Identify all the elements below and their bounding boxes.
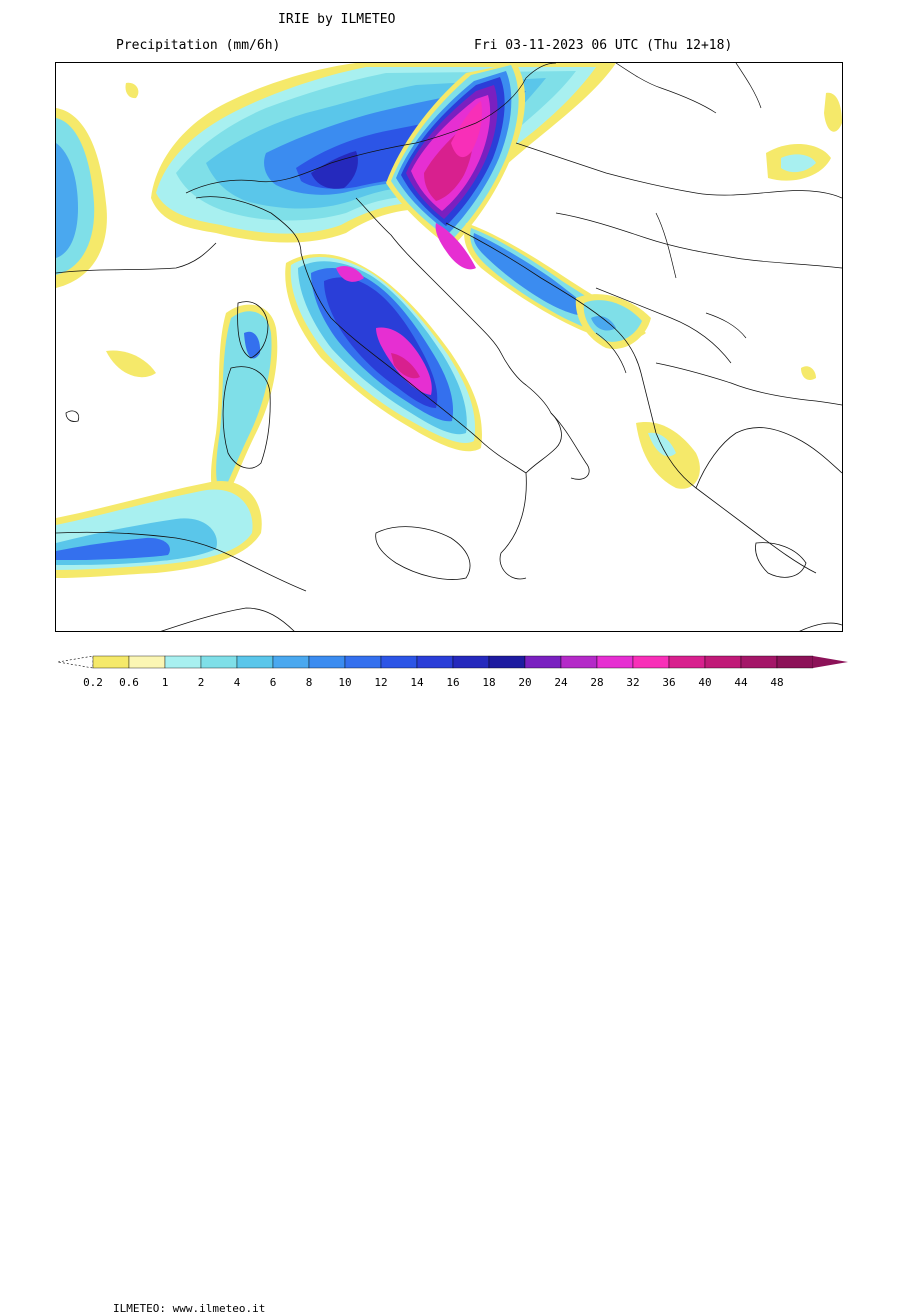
precip-albania	[575, 294, 651, 349]
legend-left-arrow	[57, 655, 94, 669]
legend-tick-label: 6	[269, 676, 277, 689]
chart-title: IRIE by ILMETEO	[278, 12, 396, 27]
variable-label: Precipitation (mm/6h)	[116, 38, 281, 53]
legend-box	[308, 655, 346, 669]
legend-tick-label: 32	[626, 676, 640, 689]
legend-tick-label: 18	[482, 676, 496, 689]
legend-box	[704, 655, 742, 669]
precip-south-band	[56, 481, 262, 578]
legend-tick-label: 36	[662, 676, 676, 689]
legend-tick-label: 2	[197, 676, 205, 689]
legend-tick-label: 40	[698, 676, 712, 689]
coastlines	[56, 196, 842, 631]
precip-corsica-sardinia	[211, 304, 278, 508]
legend-tick-label: 8	[305, 676, 313, 689]
legend-tick-label: 28	[590, 676, 604, 689]
legend-right-arrow	[813, 656, 848, 668]
legend-box	[344, 655, 382, 669]
legend-tick-label: 0.6	[119, 676, 139, 689]
borders	[185, 63, 842, 406]
legend-tick-label: 1	[161, 676, 169, 689]
legend-tick-label: 48	[770, 676, 784, 689]
legend-box	[452, 655, 490, 669]
legend-box	[524, 655, 562, 669]
legend-box	[560, 655, 598, 669]
legend-box	[632, 655, 670, 669]
legend-box	[92, 655, 130, 669]
map-svg	[56, 63, 842, 631]
legend-box	[236, 655, 274, 669]
legend-box	[200, 655, 238, 669]
legend-box	[380, 655, 418, 669]
legend-tick-label: 14	[410, 676, 424, 689]
precip-greece	[106, 82, 842, 489]
watermark-text: ILMETEO: www.ilmeteo.it	[113, 1302, 266, 1315]
legend-tick-label: 0.2	[83, 676, 103, 689]
legend-box	[668, 655, 706, 669]
precip-adriatic-core	[386, 63, 526, 248]
legend-tick-label: 44	[734, 676, 748, 689]
legend-bar	[57, 655, 848, 669]
legend-tick-label: 12	[374, 676, 388, 689]
legend-box	[164, 655, 202, 669]
legend-tick-label: 10	[338, 676, 352, 689]
legend-box	[740, 655, 778, 669]
legend-box	[488, 655, 526, 669]
legend-box	[416, 655, 454, 669]
precip-tyrrhenian	[285, 253, 482, 452]
legend-tick-label: 24	[554, 676, 568, 689]
legend-tick-label: 20	[518, 676, 532, 689]
precipitation-map	[55, 62, 843, 632]
legend-box	[272, 655, 310, 669]
legend-box	[596, 655, 634, 669]
legend-tick-label: 4	[233, 676, 241, 689]
precip-west-band	[56, 108, 107, 288]
legend-box	[128, 655, 166, 669]
legend-tick-label: 16	[446, 676, 460, 689]
legend-box	[776, 655, 814, 669]
forecast-datetime: Fri 03-11-2023 06 UTC (Thu 12+18)	[474, 38, 733, 53]
legend-color-boxes	[92, 655, 814, 669]
